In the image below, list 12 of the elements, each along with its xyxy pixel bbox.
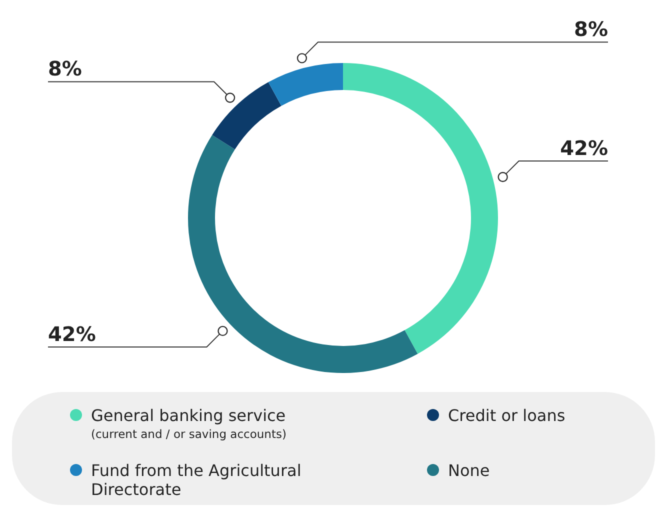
data-label: 8% xyxy=(574,17,608,42)
data-label: 42% xyxy=(560,136,608,160)
legend-label: General banking service (current and / or saving accounts) xyxy=(91,406,286,441)
data-label: 42% xyxy=(48,322,96,346)
legend-label: None xyxy=(448,461,490,480)
donut-slice xyxy=(188,134,418,373)
legend-label: Credit or loans xyxy=(448,406,566,425)
donut-slice xyxy=(268,63,343,106)
donut-slice xyxy=(343,63,498,354)
data-label: 8% xyxy=(48,56,82,81)
donut-slice xyxy=(212,82,282,150)
legend-label: Fund from the Agricultural Directorate xyxy=(91,461,302,499)
